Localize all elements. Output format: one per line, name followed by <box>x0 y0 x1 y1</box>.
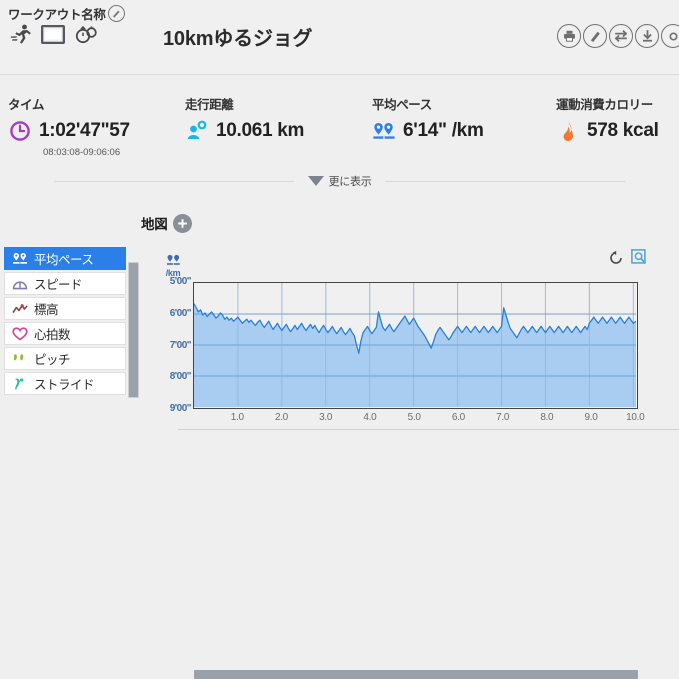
stat-time-label: タイム <box>8 98 45 112</box>
edit-pencil-icon[interactable] <box>583 24 607 48</box>
stride-foot-icon <box>11 376 28 392</box>
metric-item-stride[interactable]: ストライド <box>4 372 126 395</box>
metric-item-elevation[interactable]: 標高 <box>4 297 126 320</box>
summary-stats-bar: タイム 1:02'47"57 08:03:08-09:06:06 走行距離 <box>0 75 679 163</box>
workout-type-icons <box>10 24 98 44</box>
y-axis-tick-label: 5'00" <box>169 276 192 287</box>
reset-zoom-icon[interactable] <box>608 250 624 266</box>
metric-item-label: ストライド <box>34 378 95 392</box>
chart-toolbar <box>608 249 648 266</box>
photo-frame-icon <box>41 24 65 44</box>
page-title: 10kmゆるジョグ <box>163 28 313 50</box>
metric-item-speed[interactable]: スピード <box>4 272 126 295</box>
pace-area-series <box>194 283 636 407</box>
show-more-label: 更に表示 <box>328 176 372 188</box>
metric-item-label: ピッチ <box>34 353 71 367</box>
x-axis-tick-label: 7.0 <box>496 412 510 423</box>
y-axis-tick-label: 9'00" <box>169 403 192 414</box>
workout-name-row: ワークアウト名称 <box>8 4 125 23</box>
stat-calories-label: 運動消費カロリー <box>556 98 653 112</box>
plus-circle-icon[interactable] <box>173 213 193 233</box>
stat-time: タイム 1:02'47"57 08:03:08-09:06:06 <box>8 94 130 158</box>
metric-item-label: 平均ペース <box>34 253 94 267</box>
stopwatch-icon <box>74 24 98 44</box>
flame-icon <box>556 119 580 143</box>
elevation-line-icon <box>11 301 28 317</box>
runner-icon <box>10 24 32 44</box>
stat-distance-value: 10.061 km <box>216 120 305 141</box>
pace-pins-icon <box>155 254 191 267</box>
map-section-header: 地図 <box>141 213 193 233</box>
y-axis-unit: /km <box>155 254 191 278</box>
stat-distance: 走行距離 10.061 km <box>185 94 304 143</box>
stat-pace-value: 6'14" /km <box>403 120 484 141</box>
download-icon[interactable] <box>635 24 659 48</box>
footsteps-icon <box>11 351 28 367</box>
chart-plot-area[interactable] <box>193 282 638 409</box>
metric-chart: /km 5'00" 6'00" 7'00" 8'00" 9'00" 1.0 2.0 3.0 4.… <box>145 245 679 679</box>
divider-right <box>385 180 626 182</box>
print-icon[interactable] <box>557 24 581 48</box>
triangle-down-icon <box>307 176 324 186</box>
workout-name-label: ワークアウト名称 <box>8 8 106 22</box>
header-divider <box>0 74 679 75</box>
metric-item-label: 標高 <box>34 303 59 317</box>
clock-icon <box>8 119 32 143</box>
series-line <box>194 303 636 354</box>
gauge-icon <box>11 276 28 292</box>
y-axis-unit-label: /km <box>165 268 181 278</box>
header-action-buttons <box>557 24 679 48</box>
y-axis-tick-label: 8'00" <box>169 371 192 383</box>
x-axis-tick-label: 8.0 <box>540 412 554 423</box>
y-axis-tick-label: 7'00" <box>169 339 192 351</box>
zoom-select-icon[interactable] <box>631 249 648 266</box>
stat-calories-value: 578 kcal <box>587 120 659 141</box>
y-axis-tick-label: 6'00" <box>169 307 192 319</box>
pencil-circle-icon[interactable] <box>107 5 125 22</box>
metric-menu: 平均ペース スピード 標高 <box>4 247 126 397</box>
stat-pace-label: 平均ペース <box>372 98 432 112</box>
x-axis-tick-label: 6.0 <box>451 412 465 423</box>
pace-pins-icon <box>372 119 396 143</box>
metric-item-average-pace[interactable]: 平均ペース <box>4 247 126 270</box>
x-axis-tick-label: 3.0 <box>319 412 333 423</box>
x-axis-tick-label: 1.0 <box>230 412 244 423</box>
metric-item-cadence[interactable]: ピッチ <box>4 347 126 370</box>
stat-calories: 運動消費カロリー 578 kcal <box>556 94 659 143</box>
pace-pins-icon <box>11 251 28 267</box>
stat-distance-label: 走行距離 <box>185 98 234 112</box>
metric-item-heart-rate[interactable]: 心拍数 <box>4 322 126 345</box>
heart-icon <box>11 326 28 342</box>
horizontal-range-scrollbar[interactable] <box>194 670 638 679</box>
x-axis-tick-label: 10.0 <box>626 412 645 423</box>
x-axis-tick-label: 5.0 <box>407 412 421 423</box>
x-axis-tick-label: 4.0 <box>363 412 377 423</box>
metric-item-label: 心拍数 <box>34 328 71 342</box>
x-axis-tick-label: 9.0 <box>584 412 598 423</box>
transfer-swap-icon[interactable] <box>609 24 633 48</box>
route-pins-icon <box>185 119 209 143</box>
show-more-row: 更に表示 <box>0 167 679 195</box>
stat-time-range: 08:03:08-09:06:06 <box>43 147 121 158</box>
more-action-icon[interactable] <box>661 24 679 48</box>
stat-pace: 平均ペース 6'14" /km <box>372 94 484 143</box>
x-axis-tick-label: 2.0 <box>274 412 288 423</box>
metric-menu-scrollbar[interactable] <box>128 262 139 398</box>
series-area-fill <box>194 303 636 407</box>
stat-time-value: 1:02'47"57 <box>39 120 130 141</box>
page-header: ワークアウト名称 <box>0 0 679 75</box>
map-label: 地図 <box>141 217 168 232</box>
x-axis-line <box>178 429 679 430</box>
metric-item-label: スピード <box>34 278 83 292</box>
divider-left <box>53 180 294 182</box>
show-more-button[interactable]: 更に表示 <box>307 173 372 189</box>
